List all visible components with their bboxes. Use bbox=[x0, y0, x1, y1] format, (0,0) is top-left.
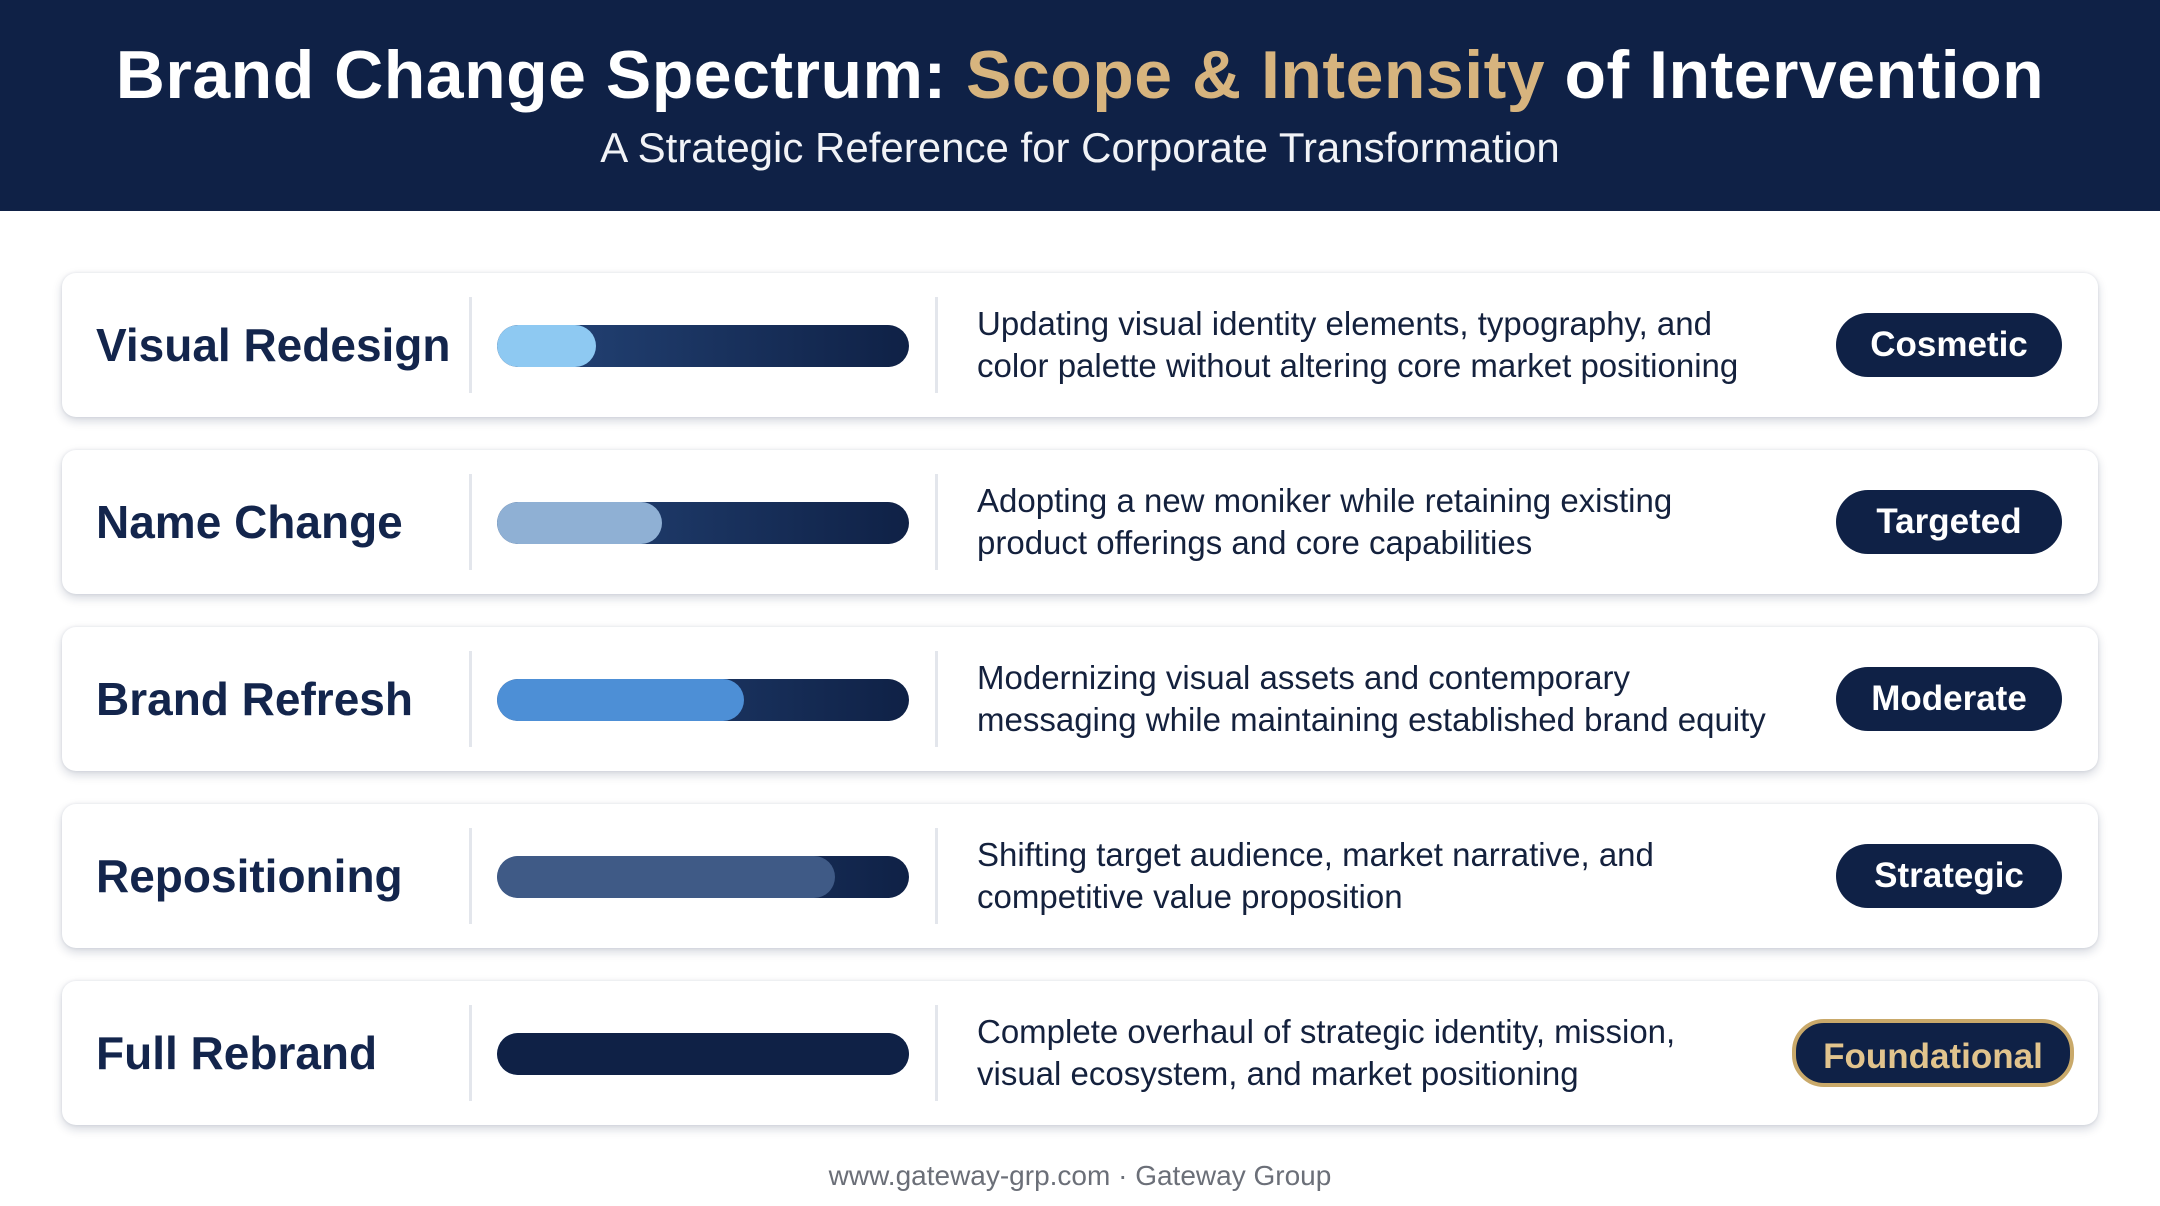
intensity-bar-fill bbox=[497, 1033, 909, 1075]
row-description: Shifting target audience, market narrati… bbox=[977, 834, 1817, 918]
intensity-bar bbox=[497, 1033, 909, 1075]
row-name: Full Rebrand bbox=[96, 1027, 378, 1079]
row-description-line: product offerings and core capabilities bbox=[977, 524, 1533, 561]
row-description-line: Updating visual identity elements, typog… bbox=[977, 305, 1712, 342]
row-description-line: messaging while maintaining established … bbox=[977, 701, 1766, 738]
row-divider bbox=[935, 651, 938, 747]
intensity-badge: Targeted bbox=[1836, 490, 2062, 554]
header-banner: Brand Change Spectrum: Scope & Intensity… bbox=[0, 0, 2160, 211]
intensity-bar-fill bbox=[497, 679, 744, 721]
row-divider bbox=[469, 828, 472, 924]
row-divider bbox=[935, 297, 938, 393]
row-name: Name Change bbox=[96, 496, 403, 548]
intensity-bar-fill bbox=[497, 502, 662, 544]
footer-credit: www.gateway-grp.com · Gateway Group bbox=[828, 1160, 1332, 1191]
row-divider bbox=[469, 651, 472, 747]
intensity-badge: Moderate bbox=[1836, 667, 2062, 731]
title-prefix: Brand Change Spectrum: bbox=[115, 37, 967, 113]
spectrum-row-name-change: Name Change Adopting a new moniker while… bbox=[62, 450, 2098, 594]
spectrum-row-repositioning: Repositioning Shifting target audience, … bbox=[62, 804, 2098, 948]
row-divider bbox=[469, 1005, 472, 1101]
row-name: Visual Redesign bbox=[96, 319, 451, 371]
row-divider bbox=[935, 828, 938, 924]
row-description-line: Shifting target audience, market narrati… bbox=[977, 836, 1654, 873]
row-name: Repositioning bbox=[96, 850, 403, 902]
spectrum-row-full-rebrand: Full Rebrand Complete overhaul of strate… bbox=[62, 981, 2098, 1125]
title-accent: Scope & Intensity bbox=[966, 37, 1546, 113]
page-title: Brand Change Spectrum: Scope & Intensity… bbox=[0, 36, 2160, 114]
intensity-badge-highlighted: Foundational bbox=[1792, 1019, 2074, 1087]
intensity-bar-fill bbox=[497, 325, 596, 367]
row-description-line: color palette without altering core mark… bbox=[977, 347, 1739, 384]
spectrum-row-brand-refresh: Brand Refresh Modernizing visual assets … bbox=[62, 627, 2098, 771]
row-description-line: competitive value proposition bbox=[977, 878, 1403, 915]
row-description: Complete overhaul of strategic identity,… bbox=[977, 1011, 1817, 1095]
row-divider bbox=[469, 474, 472, 570]
row-name: Brand Refresh bbox=[96, 673, 413, 725]
row-description-line: Complete overhaul of strategic identity,… bbox=[977, 1013, 1676, 1050]
title-suffix: of Intervention bbox=[1545, 37, 2045, 113]
intensity-bar-fill bbox=[497, 856, 835, 898]
row-description: Modernizing visual assets and contempora… bbox=[977, 657, 1817, 741]
row-divider bbox=[935, 474, 938, 570]
row-description-line: Adopting a new moniker while retaining e… bbox=[977, 482, 1673, 519]
intensity-bar bbox=[497, 502, 909, 544]
intensity-bar bbox=[497, 856, 909, 898]
row-description-line: Modernizing visual assets and contempora… bbox=[977, 659, 1630, 696]
intensity-bar bbox=[497, 325, 909, 367]
row-divider bbox=[469, 297, 472, 393]
page-subtitle: A Strategic Reference for Corporate Tran… bbox=[600, 124, 1560, 171]
row-description: Adopting a new moniker while retaining e… bbox=[977, 480, 1817, 564]
intensity-badge: Cosmetic bbox=[1836, 313, 2062, 377]
row-divider bbox=[935, 1005, 938, 1101]
intensity-bar bbox=[497, 679, 909, 721]
row-description-line: visual ecosystem, and market positioning bbox=[977, 1055, 1579, 1092]
spectrum-row-visual-redesign: Visual Redesign Updating visual identity… bbox=[62, 273, 2098, 417]
intensity-badge: Strategic bbox=[1836, 844, 2062, 908]
row-description: Updating visual identity elements, typog… bbox=[977, 303, 1817, 387]
